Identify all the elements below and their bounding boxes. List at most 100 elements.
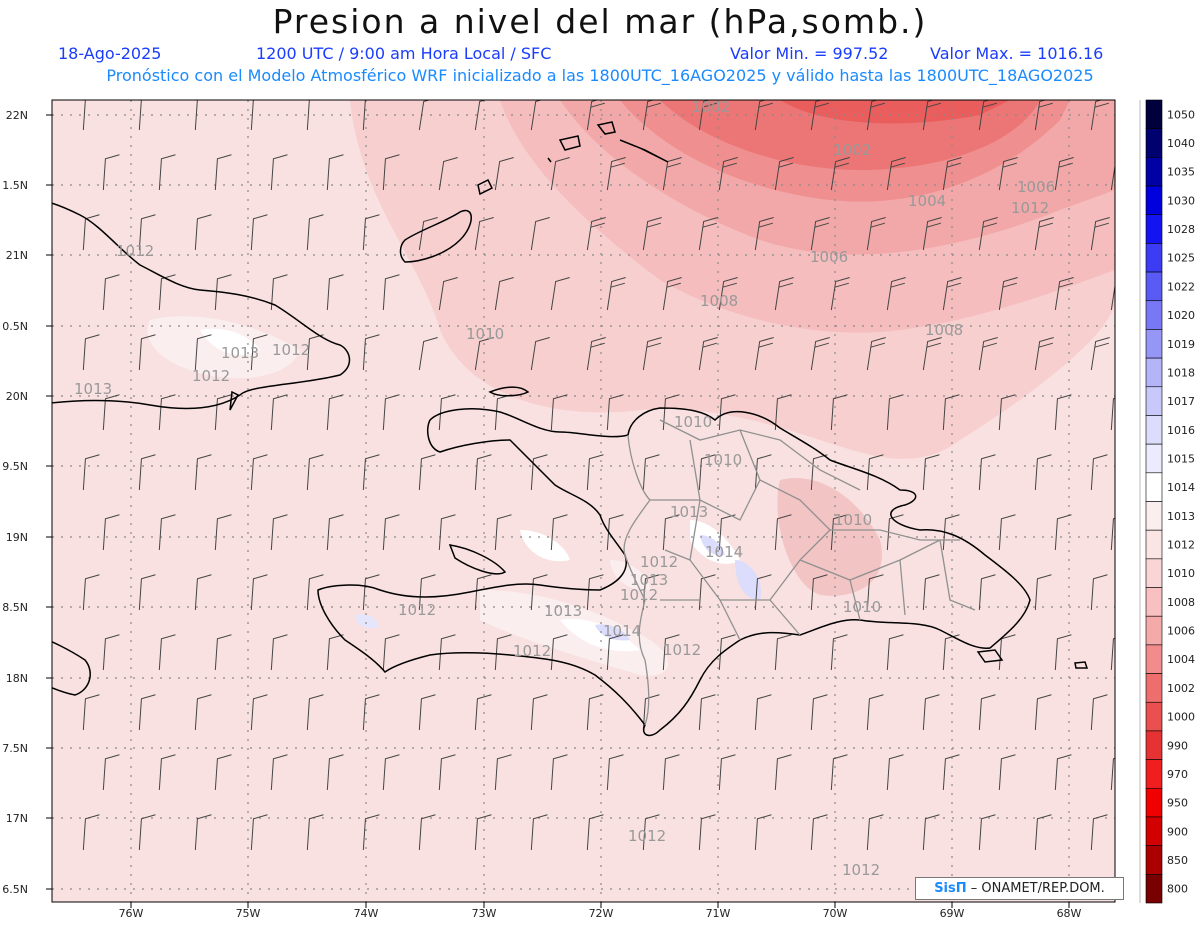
graticule <box>52 100 1115 902</box>
wind-barb <box>1094 342 1109 348</box>
wind-barb <box>382 514 400 551</box>
lon-label: 76W <box>119 907 144 920</box>
colorbar-swatch <box>1145 157 1163 187</box>
wind-barb <box>646 342 661 348</box>
colorbar-label: 1035 <box>1167 166 1195 179</box>
wind-barb <box>758 102 773 108</box>
wind-barb <box>702 102 717 108</box>
colorbar-swatch <box>1145 243 1163 273</box>
wind-barb <box>698 337 718 371</box>
wind-barb <box>774 514 792 551</box>
lon-axis: 76W 75W 74W 73W 72W 71W 70W 69W 68W <box>119 902 1082 920</box>
isobar-label: 1012 <box>272 341 310 359</box>
isobar-label: 1013 <box>670 503 708 521</box>
wind-barb <box>194 100 198 131</box>
lat-label: 17N <box>6 812 28 825</box>
wind-barb <box>158 514 176 551</box>
wind-barb <box>610 162 625 168</box>
wind-barb <box>270 514 288 551</box>
isobar-label: 1010 <box>674 413 712 431</box>
wind-barb <box>998 394 1016 431</box>
wind-barb <box>418 100 431 131</box>
wind-barb <box>418 694 436 731</box>
colorbar-label: 1018 <box>1167 366 1195 379</box>
wind-barb <box>830 634 848 671</box>
lat-label: 8.5N <box>2 601 28 614</box>
colorbar-label: 1004 <box>1167 653 1195 666</box>
wind-barb <box>922 454 940 491</box>
wind-barb <box>698 454 716 491</box>
min-value: Valor Min. = 997.52 <box>730 44 889 63</box>
max-value: Valor Max. = 1016.16 <box>930 44 1104 63</box>
wind-barb <box>922 694 940 731</box>
forecast-time: 1200 UTC / 9:00 am Hora Local / SFC <box>256 44 552 63</box>
lon-label: 69W <box>940 907 965 920</box>
wind-barb <box>754 694 772 731</box>
wind-barb <box>998 514 1016 551</box>
wind-barb <box>870 102 885 108</box>
wind-barb <box>886 514 904 551</box>
wind-barb <box>922 337 942 371</box>
wind-barb <box>890 282 905 288</box>
isobar-label: 1002 <box>833 141 871 159</box>
wind-barb <box>722 162 737 168</box>
wind-barb <box>530 454 548 491</box>
colorbar-label: 900 <box>1167 825 1188 838</box>
wind-barb <box>666 162 681 168</box>
lon-label: 70W <box>823 907 848 920</box>
isobar-label: 1006 <box>810 248 848 266</box>
wind-barb <box>698 814 716 851</box>
wind-barb <box>1002 162 1017 168</box>
lon-label: 71W <box>706 907 731 920</box>
wind-barb <box>306 814 324 851</box>
wind-barb <box>250 574 268 611</box>
lat-label: 6.5N <box>2 883 28 896</box>
wind-barb <box>1094 102 1109 108</box>
wind-barb <box>718 754 736 791</box>
wind-barb <box>942 754 960 791</box>
wind-barb <box>886 277 906 311</box>
wind-barb <box>866 337 886 371</box>
wind-barb <box>214 514 232 551</box>
wind-barb <box>810 814 828 851</box>
wind-barb <box>550 754 568 791</box>
wind-barb <box>1110 517 1115 551</box>
wind-barb <box>698 574 716 611</box>
chart-title: Presion a nivel del mar (hPa,somb.) <box>272 2 928 41</box>
colorbar-swatch <box>1145 787 1163 818</box>
wind-barb <box>586 574 604 611</box>
wind-barb <box>474 574 492 611</box>
colorbar-swatch <box>1145 587 1163 617</box>
wind-barb <box>774 157 794 191</box>
wind-barb <box>982 102 997 108</box>
wind-barb <box>866 217 886 251</box>
wind-barb <box>998 277 1018 311</box>
wind-barb <box>494 514 512 551</box>
lat-label: 19N <box>6 531 28 544</box>
wind-barb <box>702 342 717 348</box>
wind-barb <box>438 514 456 551</box>
wind-barb <box>1002 282 1017 288</box>
wind-barb <box>1110 757 1115 791</box>
isobar-label: 1010 <box>834 511 872 529</box>
wind-barb <box>922 100 935 131</box>
colorbar-label: 1016 <box>1167 424 1195 437</box>
lon-label: 75W <box>236 907 261 920</box>
isobar-label: 1010 <box>466 325 504 343</box>
colorbar-swatch <box>1145 529 1163 560</box>
colorbar-label: 1022 <box>1167 280 1195 293</box>
wind-barb <box>978 217 998 251</box>
wind-barb <box>530 694 548 731</box>
wind-barb <box>698 217 718 251</box>
wind-barb <box>362 814 380 851</box>
wind-barb <box>718 157 738 191</box>
wind-barb <box>830 157 850 191</box>
wind-barb <box>138 334 156 371</box>
colorbar-swatch <box>1145 558 1163 588</box>
wind-barb <box>922 814 940 851</box>
wind-barb <box>606 634 624 671</box>
wind-barb <box>774 394 792 431</box>
wind-barb <box>586 694 604 731</box>
wind-barb <box>474 337 494 371</box>
wind-barb <box>214 274 232 311</box>
